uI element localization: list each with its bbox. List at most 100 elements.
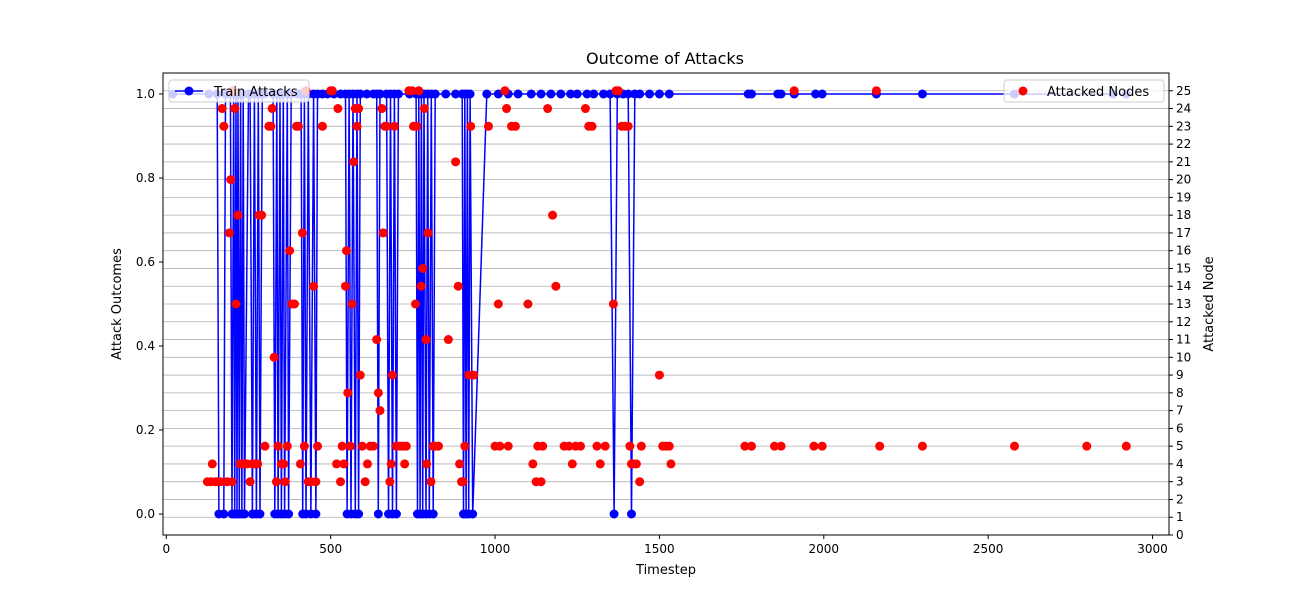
- attacked-node-point: [455, 459, 465, 469]
- attacked-node-point: [789, 86, 799, 96]
- attacked-node-point: [623, 121, 633, 131]
- attacked-node-point: [543, 104, 553, 114]
- attacked-node-point: [416, 281, 426, 291]
- y2-tick-label: 18: [1176, 208, 1191, 222]
- attacked-node-point: [387, 370, 397, 380]
- attacked-node-point: [510, 121, 520, 131]
- attacked-node-point: [372, 335, 382, 345]
- attacked-node-point: [443, 335, 453, 345]
- attacked-node-point: [336, 477, 346, 487]
- attacked-node-point: [273, 441, 283, 451]
- y2-axis-label: Attacked Node: [1202, 256, 1217, 351]
- attacked-node-point: [401, 441, 411, 451]
- attacked-node-point: [528, 459, 538, 469]
- axis-layer: 0 500 1000 1500 2000 2500 3000 0.0 0.2 0.4 0.6 0.8 1…: [136, 84, 1191, 556]
- train-attack-point: [391, 509, 401, 519]
- attacked-node-point: [345, 441, 355, 451]
- y2-tick-label: 11: [1176, 333, 1191, 347]
- train-attack-point: [811, 89, 821, 99]
- attacked-node-point: [349, 157, 359, 167]
- attacked-node-point: [313, 441, 323, 451]
- attacked-node-point: [654, 370, 664, 380]
- attacked-node-point: [469, 370, 479, 380]
- attacked-node-point: [1082, 441, 1092, 451]
- attacked-node-point: [458, 477, 468, 487]
- attacked-node-point: [460, 441, 470, 451]
- attacked-node-point: [354, 104, 364, 114]
- y2-tick-label: 1: [1176, 510, 1184, 524]
- train-attack-point: [373, 509, 383, 519]
- attacked-node-point: [279, 459, 289, 469]
- train-attack-point: [311, 509, 321, 519]
- attacked-node-point: [419, 104, 429, 114]
- train-attack-point: [626, 509, 636, 519]
- train-attack-point: [526, 89, 536, 99]
- attacked-node-point: [385, 477, 395, 487]
- attacked-node-point: [817, 441, 827, 451]
- attacked-node-point: [636, 441, 646, 451]
- train-attack-point: [536, 89, 546, 99]
- chart-title: Outcome of Attacks: [586, 49, 744, 68]
- y2-tick-label: 24: [1176, 102, 1191, 116]
- attacked-node-point: [290, 299, 300, 309]
- attacked-node-point: [267, 104, 277, 114]
- attacked-node-point: [433, 441, 443, 451]
- y2-tick-label: 9: [1176, 368, 1184, 382]
- attacked-node-point: [576, 441, 586, 451]
- attacked-node-point: [664, 441, 674, 451]
- y-tick-label: 0.6: [136, 255, 155, 269]
- attacked-node-point: [226, 175, 236, 185]
- attacked-node-point: [536, 477, 546, 487]
- y2-tick-label: 2: [1176, 492, 1184, 506]
- attacked-node-point: [503, 441, 513, 451]
- x-tick-label: 1500: [644, 542, 675, 556]
- attacked-node-point: [219, 121, 229, 131]
- y-tick-label: 0.0: [136, 507, 155, 521]
- attacked-node-point: [769, 441, 779, 451]
- legend-label-right: Attacked Nodes: [1047, 85, 1149, 100]
- train-attack-point: [654, 89, 664, 99]
- attacked-node-point: [332, 459, 342, 469]
- attacked-node-point: [357, 441, 367, 451]
- y2-tick-label: 22: [1176, 137, 1191, 151]
- train-attack-point: [817, 89, 827, 99]
- attacked-node-point: [809, 441, 819, 451]
- y2-tick-label: 4: [1176, 457, 1184, 471]
- train-attack-point: [441, 89, 451, 99]
- attacked-node-point: [266, 121, 276, 131]
- legend-label-left: Train Attacks: [213, 85, 298, 100]
- attacked-node-point: [875, 441, 885, 451]
- attacked-node-point: [295, 459, 305, 469]
- attacked-node-point: [224, 228, 234, 238]
- attacked-node-point: [635, 477, 645, 487]
- attacked-node-point: [337, 441, 347, 451]
- attacked-node-point: [333, 104, 343, 114]
- attacked-node-point: [608, 299, 618, 309]
- train-attack-point: [513, 89, 523, 99]
- attacked-node-point: [567, 459, 577, 469]
- train-attack-point: [284, 509, 294, 519]
- attacked-node-point: [271, 477, 281, 487]
- y2-tick-label: 8: [1176, 386, 1184, 400]
- train-attack-point: [776, 89, 786, 99]
- attacked-node-point: [245, 477, 255, 487]
- y2-tick-label: 3: [1176, 475, 1184, 489]
- y2-tick-label: 10: [1176, 350, 1191, 364]
- attacked-node-point: [299, 441, 309, 451]
- y-tick-label: 0.8: [136, 171, 155, 185]
- attacked-node-point: [421, 335, 431, 345]
- attacked-node-point: [410, 299, 420, 309]
- attacked-node-point: [352, 121, 362, 131]
- attacked-node-point: [297, 228, 307, 238]
- train-attack-point: [599, 89, 609, 99]
- attacked-node-point: [426, 477, 436, 487]
- y2-tick-label: 14: [1176, 279, 1191, 293]
- attacked-node-point: [418, 263, 428, 273]
- attacked-node-point: [1009, 441, 1019, 451]
- train-attack-point: [609, 509, 619, 519]
- attacked-node-point: [382, 121, 392, 131]
- attacked-node-point: [564, 441, 574, 451]
- attacked-node-point: [1121, 441, 1131, 451]
- attacked-node-point: [227, 477, 237, 487]
- train-attack-point: [451, 89, 461, 99]
